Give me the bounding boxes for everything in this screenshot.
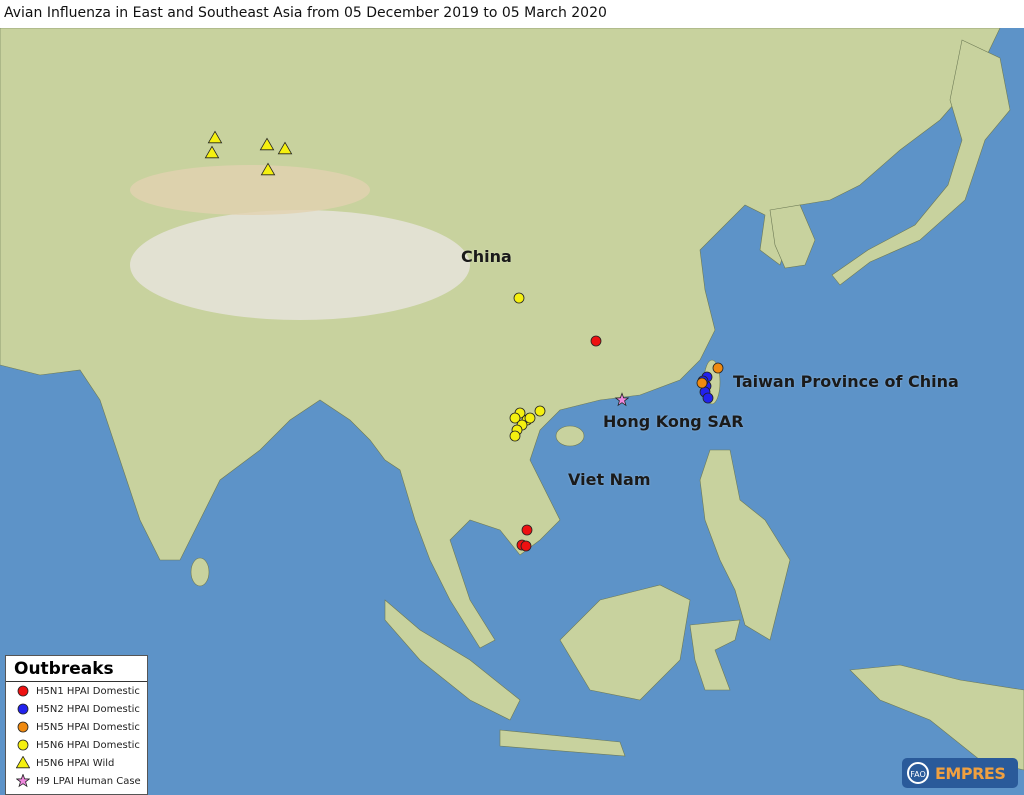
marker-h5n5-hpai-domestic[interactable] bbox=[712, 362, 724, 374]
marker-h5n1-hpai-domestic[interactable] bbox=[590, 335, 602, 347]
land-sulawesi bbox=[689, 619, 741, 691]
label-china: China bbox=[461, 247, 512, 266]
marker-h5n6-hpai-wild[interactable] bbox=[207, 130, 223, 144]
circle-icon bbox=[17, 739, 29, 751]
triangle-icon bbox=[16, 756, 30, 769]
fao-logo-icon: FAO bbox=[907, 762, 929, 784]
marker-h5n6-hpai-wild[interactable] bbox=[259, 137, 275, 151]
legend-item: H5N2 HPAI Domestic bbox=[6, 700, 147, 718]
land-hainan bbox=[555, 425, 585, 447]
marker-h5n6-hpai-domestic[interactable] bbox=[509, 430, 521, 442]
marker-h5n1-hpai-domestic[interactable] bbox=[521, 524, 533, 536]
outbreak-markers bbox=[204, 130, 724, 552]
legend: Outbreaks H5N1 HPAI Domestic H5N2 HPAI Do… bbox=[5, 655, 148, 795]
marker-h5n6-hpai-wild[interactable] bbox=[277, 141, 293, 155]
land-sri-lanka bbox=[190, 557, 210, 587]
map-title: Avian Influenza in East and Southeast As… bbox=[4, 5, 607, 21]
star-icon bbox=[16, 774, 30, 788]
legend-item-label: H5N6 HPAI Domestic bbox=[36, 739, 140, 751]
tibetan-plateau bbox=[130, 210, 470, 320]
marker-h9-lpai-human-case[interactable] bbox=[614, 392, 630, 407]
legend-item-label: H5N6 HPAI Wild bbox=[36, 757, 115, 769]
marker-h5n5-hpai-domestic[interactable] bbox=[696, 377, 708, 389]
marker-h5n6-hpai-domestic[interactable] bbox=[509, 412, 521, 424]
empres-logo-text: EMPRES bbox=[935, 763, 1006, 783]
land-java bbox=[499, 729, 626, 757]
legend-item-label: H5N5 HPAI Domestic bbox=[36, 721, 140, 733]
legend-item-label: H5N2 HPAI Domestic bbox=[36, 703, 140, 715]
legend-item: H5N1 HPAI Domestic bbox=[6, 682, 147, 700]
land-sumatra bbox=[384, 599, 521, 721]
marker-h5n2-hpai-domestic[interactable] bbox=[702, 392, 714, 404]
marker-h5n6-hpai-domestic[interactable] bbox=[513, 292, 525, 304]
map-canvas[interactable] bbox=[0, 28, 1024, 795]
label-viet-nam: Viet Nam bbox=[568, 470, 651, 489]
land-philippines bbox=[699, 449, 791, 641]
legend-item: H5N6 HPAI Wild bbox=[6, 754, 147, 772]
land-korea bbox=[769, 204, 816, 269]
label-hong-kong: Hong Kong SAR bbox=[603, 412, 744, 431]
taklamakan-desert bbox=[130, 165, 370, 215]
land-borneo bbox=[559, 584, 691, 701]
land-new-guinea bbox=[849, 664, 1024, 771]
label-taiwan: Taiwan Province of China bbox=[733, 372, 959, 391]
marker-h5n1-hpai-domestic[interactable] bbox=[520, 540, 532, 552]
legend-item-label: H9 LPAI Human Case bbox=[36, 775, 141, 787]
legend-title: Outbreaks bbox=[6, 656, 147, 682]
legend-item: H5N5 HPAI Domestic bbox=[6, 718, 147, 736]
legend-item: H9 LPAI Human Case bbox=[6, 772, 147, 790]
legend-item: H5N6 HPAI Domestic bbox=[6, 736, 147, 754]
circle-icon bbox=[17, 703, 29, 715]
legend-item-label: H5N1 HPAI Domestic bbox=[36, 685, 140, 697]
circle-icon bbox=[17, 721, 29, 733]
empres-logo: FAO EMPRES bbox=[902, 758, 1018, 788]
land-japan bbox=[831, 39, 1011, 286]
marker-h5n6-hpai-wild[interactable] bbox=[260, 162, 276, 176]
marker-h5n6-hpai-domestic[interactable] bbox=[534, 405, 546, 417]
marker-h5n6-hpai-wild[interactable] bbox=[204, 145, 220, 159]
marker-h5n6-hpai-domestic[interactable] bbox=[524, 412, 536, 424]
circle-icon bbox=[17, 685, 29, 697]
